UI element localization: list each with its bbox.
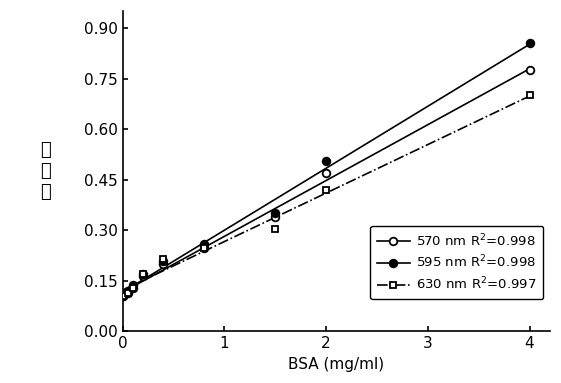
X-axis label: BSA (mg/ml): BSA (mg/ml) bbox=[288, 357, 384, 372]
Text: 吸
光
値: 吸 光 値 bbox=[40, 141, 51, 201]
Legend: 570 nm R$^2$=0.998, 595 nm R$^2$=0.998, 630 nm R$^2$=0.997: 570 nm R$^2$=0.998, 595 nm R$^2$=0.998, … bbox=[370, 226, 543, 299]
